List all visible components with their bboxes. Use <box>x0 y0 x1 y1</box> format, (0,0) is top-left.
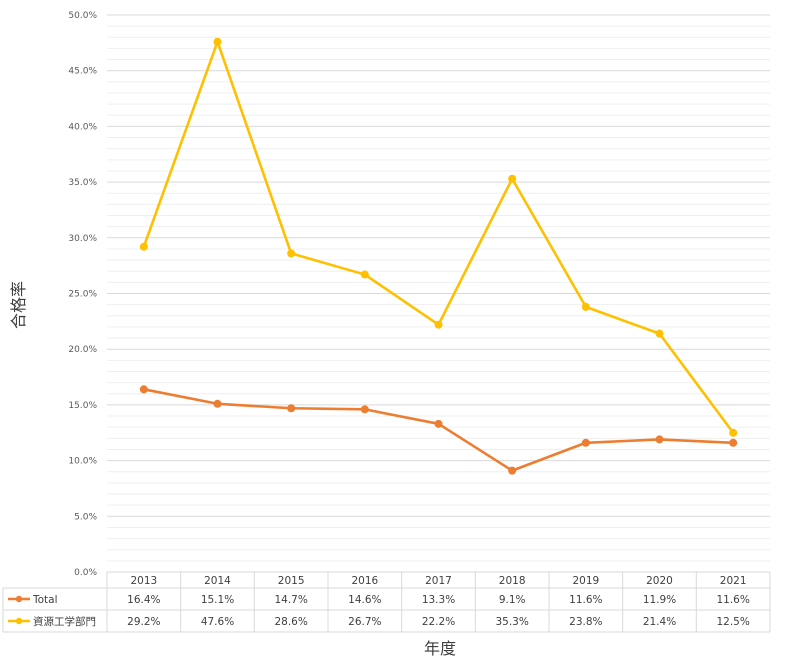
data-value-label: 11.6% <box>569 594 602 606</box>
data-value-label: 13.3% <box>422 594 455 606</box>
y-tick-label: 25.0% <box>68 290 97 300</box>
y-tick-label: 20.0% <box>68 345 97 355</box>
data-point <box>581 438 590 447</box>
data-point <box>655 329 664 338</box>
x-tick-label: 2020 <box>646 575 673 587</box>
data-point <box>139 242 148 251</box>
data-value-label: 35.3% <box>495 616 528 628</box>
data-point <box>581 302 590 311</box>
series-line-0 <box>142 388 735 472</box>
data-value-label: 9.1% <box>499 594 526 606</box>
data-value-label: 23.8% <box>569 616 602 628</box>
data-table: 2013 2014 2015 2016 2017 2018 2019 2020 2021 Tota… <box>2 571 771 633</box>
y-tick-label: 0.0% <box>74 568 97 578</box>
data-value-label: 21.4% <box>643 616 676 628</box>
series-line-1 <box>142 40 735 435</box>
x-tick-label: 2019 <box>572 575 599 587</box>
x-tick-label: 2021 <box>720 575 747 587</box>
y-tick-label: 40.0% <box>68 122 97 132</box>
data-value-label: 16.4% <box>127 594 160 606</box>
x-tick-label: 2018 <box>499 575 526 587</box>
data-point <box>655 435 664 444</box>
data-point <box>360 405 369 414</box>
data-point <box>360 270 369 279</box>
legend-series-name: Total <box>32 594 58 606</box>
data-point <box>287 249 296 258</box>
y-tick-label: 5.0% <box>74 512 97 522</box>
y-tick-label: 35.0% <box>68 178 97 188</box>
data-value-label: 14.7% <box>274 594 307 606</box>
y-tick-label: 30.0% <box>68 234 97 244</box>
data-value-label: 22.2% <box>422 616 455 628</box>
y-axis-ticks: 0.0% 5.0% 10.0% 15.0% 20.0% 25.0% 30.0% 35.0% 40… <box>68 11 97 578</box>
data-value-label: 47.6% <box>201 616 234 628</box>
data-point <box>729 428 738 437</box>
x-tick-label: 2014 <box>204 575 231 587</box>
data-value-label: 11.9% <box>643 594 676 606</box>
data-value-label: 15.1% <box>201 594 234 606</box>
y-tick-label: 50.0% <box>68 11 97 21</box>
x-tick-label: 2016 <box>351 575 378 587</box>
data-value-label: 29.2% <box>127 616 160 628</box>
data-point <box>508 174 517 183</box>
gridlines <box>107 14 770 573</box>
x-axis-title: 年度 <box>424 639 456 658</box>
x-tick-label: 2013 <box>130 575 157 587</box>
data-value-label: 28.6% <box>274 616 307 628</box>
legend-series-name: 資源工学部門 <box>33 615 96 628</box>
legend-key-marker <box>15 595 23 603</box>
data-point <box>213 37 222 46</box>
data-value-label: 14.6% <box>348 594 381 606</box>
x-tick-label: 2015 <box>278 575 305 587</box>
y-axis-title: 合格率 <box>9 281 28 329</box>
data-value-label: 11.6% <box>716 594 749 606</box>
y-tick-label: 45.0% <box>68 67 97 77</box>
data-point <box>434 419 443 428</box>
data-point <box>287 404 296 413</box>
data-point <box>213 399 222 408</box>
data-point <box>139 385 148 394</box>
data-value-label: 12.5% <box>716 616 749 628</box>
y-tick-label: 15.0% <box>68 401 97 411</box>
data-point <box>508 466 517 475</box>
x-tick-label: 2017 <box>425 575 452 587</box>
data-point <box>434 320 443 329</box>
series-lines <box>139 37 738 475</box>
y-tick-label: 10.0% <box>68 457 97 467</box>
data-point <box>729 438 738 447</box>
legend-key-marker <box>15 617 23 625</box>
data-value-label: 26.7% <box>348 616 381 628</box>
